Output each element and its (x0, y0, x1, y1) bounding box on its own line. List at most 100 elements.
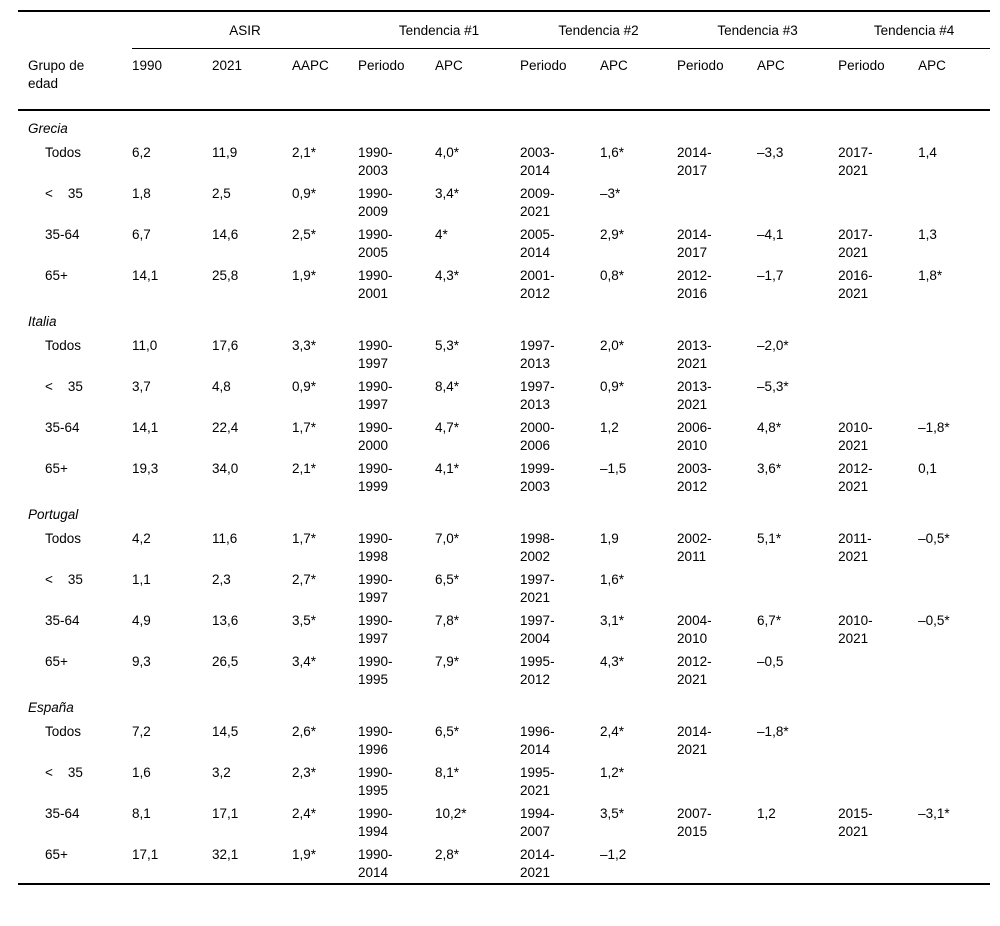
data-cell: 1990- 1997 (358, 571, 393, 605)
table-row: Todos 4,2 11,6 1,7* 1990- 1998 7,0* 1998- 2002… (18, 526, 990, 567)
data-cell: –1,8* (757, 723, 789, 739)
data-cell: 6,2 (132, 144, 151, 160)
data-cell: 1990- 2003 (358, 144, 393, 178)
data-cell: 1998- 2002 (520, 530, 555, 564)
column-header-apc-4: APC (918, 48, 991, 111)
data-cell: 14,1 (132, 419, 159, 435)
data-cell: 1995- 2021 (520, 764, 555, 798)
data-cell: –1,7 (757, 267, 784, 283)
table-body: Grecia Todos 6,2 11,9 2,1* 1990- 2003 4,0* 2003… (18, 110, 990, 884)
data-cell (838, 760, 918, 801)
data-cell: 7,0* (435, 530, 460, 546)
data-cell (677, 567, 757, 608)
table-row: < 35 1,6 3,2 2,3* 1990- 1995 8,1* 1995- 2021 1,… (18, 760, 990, 801)
data-cell: –2,0* (757, 337, 789, 353)
data-cell: 1994- 2007 (520, 805, 555, 839)
table-row: < 35 1,8 2,5 0,9* 1990- 2009 3,4* 2009- 2021 –3… (18, 181, 990, 222)
column-header-row: Grupo de edad 1990 2021 AAPC Periodo APC… (18, 48, 991, 111)
data-cell: 1,8* (918, 267, 943, 283)
data-cell: 3,5* (600, 805, 625, 821)
data-cell: –4,1 (757, 226, 784, 242)
table-row: < 35 3,7 4,8 0,9* 1990- 1997 8,4* 1997- 2013 0,… (18, 374, 990, 415)
data-cell: 1997- 2021 (520, 571, 555, 605)
data-cell: 1996- 2014 (520, 723, 555, 757)
data-cell: 0,8* (600, 267, 625, 283)
data-cell: 4,2 (132, 530, 151, 546)
data-cell (757, 181, 838, 222)
data-cell: 9,3 (132, 653, 151, 669)
data-cell: 11,6 (212, 530, 238, 546)
data-cell: 3,5* (292, 612, 317, 628)
data-cell: 8,1 (132, 805, 151, 821)
data-cell: 2012- 2016 (677, 267, 712, 301)
data-cell: 2011- 2021 (838, 530, 872, 564)
spanner-asir: ASIR (132, 11, 359, 49)
data-cell: 3,4* (435, 185, 460, 201)
data-cell: 1,2 (600, 419, 619, 435)
data-cell: 1,8 (132, 185, 151, 201)
table-row: 35-64 14,1 22,4 1,7* 1990- 2000 4,7* 2000- 200… (18, 415, 990, 456)
data-cell: 2003- 2012 (677, 460, 712, 494)
data-cell: 3,3* (292, 337, 317, 353)
data-cell: 2009- 2021 (520, 185, 555, 219)
spanner-empty (18, 11, 132, 49)
column-header-age-group: Grupo de edad (18, 48, 132, 111)
table-row: 65+ 19,3 34,0 2,1* 1990- 1999 4,1* 1999- 2003 –… (18, 456, 990, 497)
data-cell: –1,5 (600, 460, 627, 476)
data-cell: –0,5* (918, 612, 950, 628)
data-cell: 8,1* (435, 764, 460, 780)
data-cell: 0,9* (292, 185, 317, 201)
data-cell: –0,5 (757, 653, 784, 669)
data-cell: 14,5 (212, 723, 239, 739)
age-group-label: 35-64 (45, 612, 80, 628)
table-row: Todos 7,2 14,5 2,6* 1990- 1996 6,5* 1996- 2014… (18, 719, 990, 760)
data-cell: 1997- 2013 (520, 378, 555, 412)
data-cell: 2000- 2006 (520, 419, 555, 453)
data-cell: 25,8 (212, 267, 239, 283)
country-row: Portugal (18, 497, 990, 526)
table-row: 65+ 17,1 32,1 1,9* 1990- 2014 2,8* 2014- 2021 –… (18, 842, 990, 884)
data-cell: 2015- 2021 (838, 805, 873, 839)
data-cell: 17,6 (212, 337, 239, 353)
data-cell: –3,3 (757, 144, 784, 160)
data-cell: 4,8 (212, 378, 231, 394)
data-cell: 1,9* (292, 846, 317, 862)
data-cell: 3,2 (212, 764, 231, 780)
data-cell: 0,1 (918, 460, 937, 476)
table-row: 35-64 8,1 17,1 2,4* 1990- 1994 10,2* 1994- 200… (18, 801, 990, 842)
data-cell (918, 842, 990, 884)
data-cell: 1,2 (757, 805, 776, 821)
country-row: Italia (18, 304, 990, 333)
data-cell: 26,5 (212, 653, 239, 669)
country-label: Grecia (28, 120, 68, 136)
age-group-label: Todos (45, 723, 82, 739)
table-row: Todos 6,2 11,9 2,1* 1990- 2003 4,0* 2003- 2014… (18, 140, 990, 181)
data-cell: 4,0* (435, 144, 460, 160)
data-cell (918, 719, 990, 760)
data-cell (918, 374, 990, 415)
data-cell (838, 374, 918, 415)
age-group-label: < 35 (45, 571, 83, 587)
data-cell: –0,5* (918, 530, 950, 546)
data-cell: 1990- 2001 (358, 267, 393, 301)
column-header-periodo-3: Periodo (677, 48, 758, 111)
data-cell: 2002- 2011 (677, 530, 712, 564)
data-cell: 34,0 (212, 460, 239, 476)
data-cell: 2,4* (600, 723, 625, 739)
data-cell (838, 181, 918, 222)
data-cell: 1990- 2000 (358, 419, 393, 453)
data-cell: 2013- 2021 (677, 378, 712, 412)
age-group-label: Todos (45, 144, 82, 160)
data-cell: 4,7* (435, 419, 460, 435)
data-cell (838, 567, 918, 608)
data-cell: 17,1 (212, 805, 239, 821)
data-cell: 17,1 (132, 846, 159, 862)
data-cell: 4,3* (435, 267, 460, 283)
data-cell: 2014- 2021 (520, 846, 555, 880)
data-cell: –3,1* (918, 805, 950, 821)
data-cell: 0,9* (600, 378, 625, 394)
data-cell: 1990- 1998 (358, 530, 393, 564)
data-cell: 2,8* (435, 846, 460, 862)
data-cell: 1990- 1997 (358, 337, 393, 371)
column-header-apc-3: APC (757, 48, 839, 111)
